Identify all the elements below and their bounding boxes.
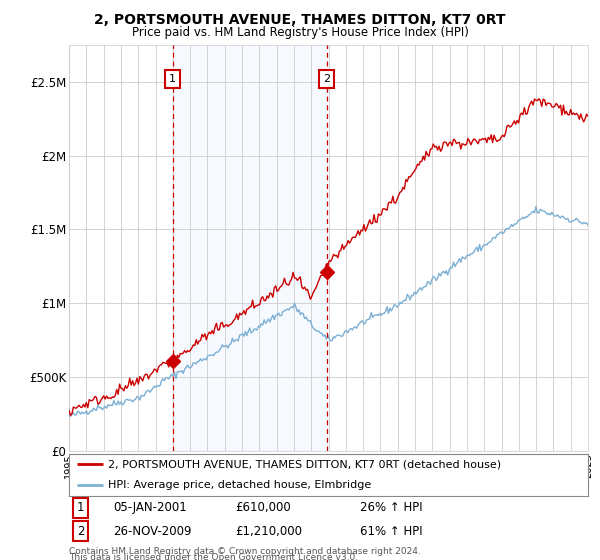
Text: This data is licensed under the Open Government Licence v3.0.: This data is licensed under the Open Gov… bbox=[69, 553, 358, 560]
Text: HPI: Average price, detached house, Elmbridge: HPI: Average price, detached house, Elmb… bbox=[108, 480, 371, 490]
Text: 1: 1 bbox=[77, 501, 84, 514]
Text: 2: 2 bbox=[77, 525, 84, 538]
Text: £1,210,000: £1,210,000 bbox=[235, 525, 302, 538]
Text: 26-NOV-2009: 26-NOV-2009 bbox=[113, 525, 191, 538]
Text: 1: 1 bbox=[169, 74, 176, 85]
Text: 2, PORTSMOUTH AVENUE, THAMES DITTON, KT7 0RT (detached house): 2, PORTSMOUTH AVENUE, THAMES DITTON, KT7… bbox=[108, 459, 501, 469]
Text: Contains HM Land Registry data © Crown copyright and database right 2024.: Contains HM Land Registry data © Crown c… bbox=[69, 547, 421, 556]
Text: 05-JAN-2001: 05-JAN-2001 bbox=[113, 501, 187, 514]
Bar bbox=[173, 45, 327, 451]
Text: 2: 2 bbox=[323, 74, 331, 85]
Text: 26% ↑ HPI: 26% ↑ HPI bbox=[359, 501, 422, 514]
Text: 61% ↑ HPI: 61% ↑ HPI bbox=[359, 525, 422, 538]
Text: Price paid vs. HM Land Registry's House Price Index (HPI): Price paid vs. HM Land Registry's House … bbox=[131, 26, 469, 39]
Text: £610,000: £610,000 bbox=[235, 501, 291, 514]
Text: 2, PORTSMOUTH AVENUE, THAMES DITTON, KT7 0RT: 2, PORTSMOUTH AVENUE, THAMES DITTON, KT7… bbox=[94, 13, 506, 27]
